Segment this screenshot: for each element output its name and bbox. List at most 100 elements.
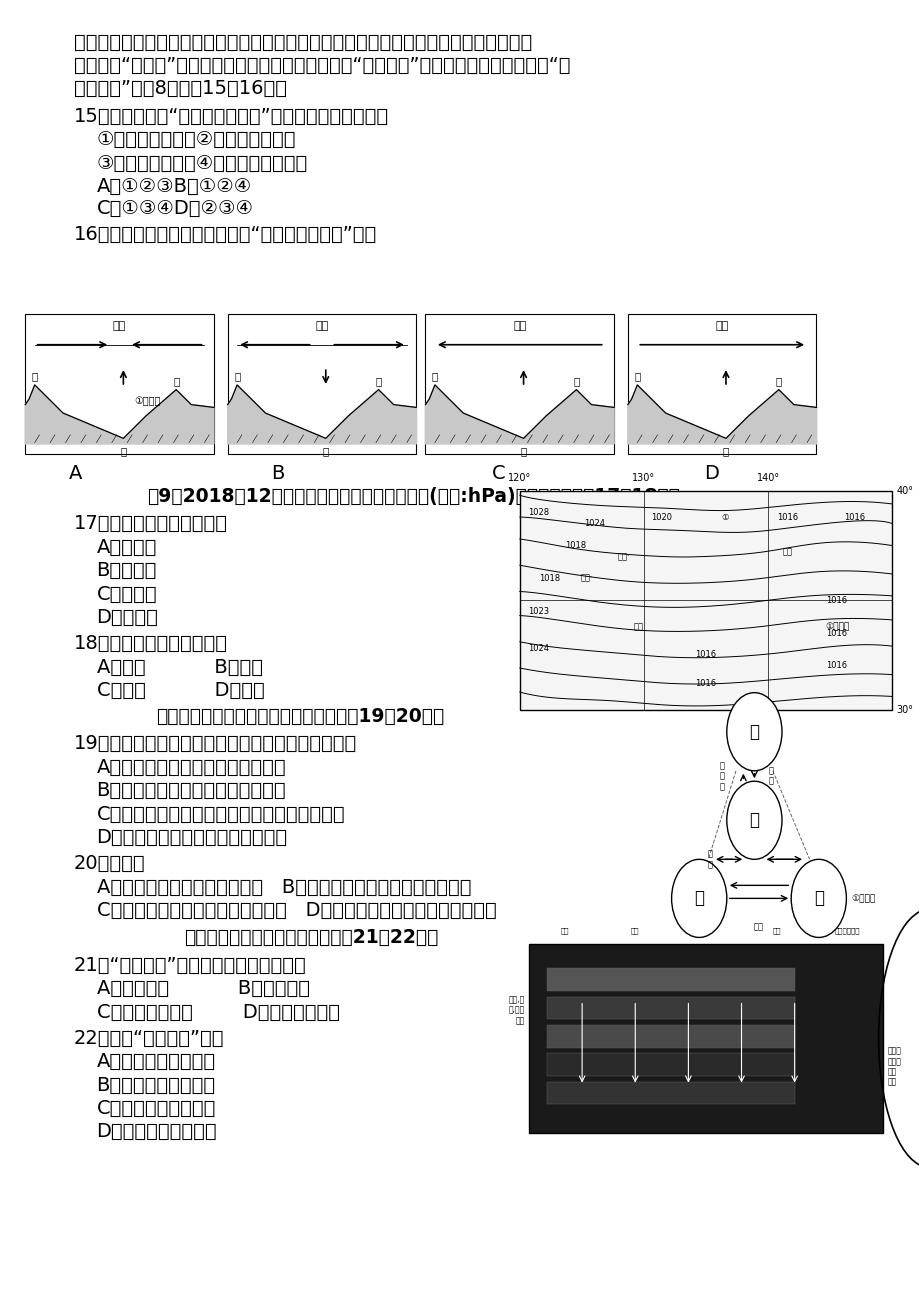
- Text: A: A: [69, 464, 83, 483]
- Text: 上海: 上海: [633, 622, 643, 631]
- Text: 山: 山: [431, 371, 437, 381]
- Text: 19．关于甲、乙、丙、丁代表的圈层，叙述正确的是: 19．关于甲、乙、丙、丁代表的圈层，叙述正确的是: [74, 734, 357, 754]
- Text: B．乙代表岩石圈，主要构成是岩石: B．乙代表岩石圈，主要构成是岩石: [96, 781, 286, 801]
- Polygon shape: [228, 385, 415, 444]
- Text: 径
流: 径 流: [707, 850, 712, 868]
- Text: 山: 山: [173, 376, 179, 385]
- Text: C: C: [492, 464, 505, 483]
- Text: 气流: 气流: [715, 320, 728, 331]
- Text: A．上海           B．青岛: A．上海 B．青岛: [96, 658, 262, 677]
- Bar: [26, 314, 213, 454]
- Bar: [546, 1025, 794, 1048]
- Text: A．东南风: A．东南风: [96, 538, 157, 557]
- Text: 甲: 甲: [749, 723, 758, 741]
- Text: 谷: 谷: [722, 447, 728, 457]
- Circle shape: [726, 781, 781, 859]
- Text: 下图为水循环联系四大圈层示意图。回畇19～20题。: 下图为水循环联系四大圈层示意图。回畇19～20题。: [156, 707, 444, 727]
- Bar: [546, 969, 794, 991]
- Text: 1018: 1018: [539, 574, 560, 583]
- Text: 1016: 1016: [825, 661, 846, 671]
- Text: 17．图中上海地区的风向是: 17．图中上海地区的风向是: [74, 514, 227, 534]
- Text: 石灰岩填充物: 石灰岩填充物: [834, 927, 859, 934]
- Text: 山: 山: [233, 371, 240, 381]
- Text: 1020: 1020: [650, 513, 671, 522]
- Text: 屋顶: 屋顶: [560, 927, 568, 934]
- Text: 15．下列描述与“巴山夜雨涨秋池”现象产生原因相关的有: 15．下列描述与“巴山夜雨涨秋池”现象产生原因相关的有: [74, 107, 389, 126]
- Text: 下渗,净
水,淡水
存储: 下渗,净 水,淡水 存储: [507, 995, 524, 1025]
- Text: D: D: [703, 464, 718, 483]
- Text: ①正确云: ①正确云: [824, 622, 848, 631]
- Text: 120°: 120°: [507, 473, 531, 483]
- Text: C．丙代表生物圈，主要有植物、动物和微生物: C．丙代表生物圈，主要有植物、动物和微生物: [96, 805, 345, 824]
- Text: 16．下列示意图中，能正确表示“巴山夜雨涨秋池”的是: 16．下列示意图中，能正确表示“巴山夜雨涨秋池”的是: [74, 225, 377, 245]
- Bar: [528, 944, 882, 1133]
- Text: 丙: 丙: [694, 889, 703, 907]
- Text: 山: 山: [633, 371, 640, 381]
- Text: 1016: 1016: [695, 678, 716, 687]
- Text: 图9为2018年12月某时亚洲局部地区海平面气压(单位:hPa)分布。读图回畇17～18题。: 图9为2018年12月某时亚洲局部地区海平面气压(单位:hPa)分布。读图回畇1…: [147, 487, 679, 506]
- Polygon shape: [627, 385, 816, 444]
- Text: 1028: 1028: [528, 508, 549, 517]
- Text: 绳地: 绳地: [701, 927, 709, 934]
- Text: 谷: 谷: [120, 447, 126, 457]
- Text: A．下渗减弱           B．蜗腾增强: A．下渗减弱 B．蜗腾增强: [96, 979, 310, 999]
- Text: 22．建设“海绵城市”可以: 22．建设“海绵城市”可以: [74, 1029, 224, 1048]
- Text: ①: ①: [720, 513, 728, 522]
- Text: 图夜雨画”（图8）回畇15～16题。: 图夜雨画”（图8）回畇15～16题。: [74, 79, 287, 99]
- Text: 如石笋的“夜雨石”，白天干燥，入夜后就湿润流水。“佛图夜雨”曾是巴渝十二景之一。读“佛: 如石笋的“夜雨石”，白天干燥，入夜后就湿润流水。“佛图夜雨”曾是巴渝十二景之一。…: [74, 56, 570, 76]
- Text: 1016: 1016: [777, 513, 798, 522]
- Text: 东京: 东京: [782, 548, 792, 556]
- Text: C．地表径流增强        D．地下径流减弱: C．地表径流增强 D．地下径流减弱: [96, 1003, 339, 1022]
- Bar: [546, 1053, 794, 1075]
- Circle shape: [671, 859, 726, 937]
- Text: 1023: 1023: [528, 607, 549, 616]
- Text: A．塑造了千姿百态的地表形态   B．使淡水资源取之不尽、用之不竭: A．塑造了千姿百态的地表形态 B．使淡水资源取之不尽、用之不竭: [96, 878, 471, 897]
- Text: ①秋季昼夜温差大②佛图关水汽充足: ①秋季昼夜温差大②佛图关水汽充足: [96, 130, 296, 150]
- Text: 防尘: 防尘: [630, 927, 639, 934]
- Polygon shape: [425, 385, 614, 444]
- Text: B．减弱城市防洪能力: B．减弱城市防洪能力: [96, 1075, 215, 1095]
- Text: 乙: 乙: [749, 811, 758, 829]
- Text: ①正确云: ①正确云: [850, 894, 874, 902]
- Text: C．减轻城市交通压力: C．减轻城市交通压力: [96, 1099, 216, 1118]
- Text: C．使全球水资源空间分布趋于平衡   D．为人类提供了最主要的能量来源: C．使全球水资源空间分布趋于平衡 D．为人类提供了最主要的能量来源: [96, 901, 496, 921]
- Text: 1018: 1018: [564, 542, 585, 549]
- Bar: [546, 1082, 794, 1104]
- Text: 气流: 气流: [315, 320, 328, 331]
- Text: 1016: 1016: [825, 629, 846, 638]
- Text: 降
水: 降 水: [767, 767, 773, 785]
- Text: A．消除城市环境污染: A．消除城市环境污染: [96, 1052, 215, 1072]
- Text: 山: 山: [375, 376, 381, 385]
- Text: 湿地: 湿地: [772, 927, 780, 934]
- Text: 径流: 径流: [754, 923, 763, 931]
- Bar: [546, 997, 794, 1019]
- Bar: [627, 314, 816, 454]
- Bar: [425, 314, 614, 454]
- Text: A．甲代表大气圈，主要成分是氧气: A．甲代表大气圈，主要成分是氧气: [96, 758, 286, 777]
- Text: 北京·: 北京·: [580, 574, 593, 583]
- Text: 气流: 气流: [513, 320, 526, 331]
- Text: 山: 山: [775, 376, 781, 385]
- Text: 谷: 谷: [520, 447, 526, 457]
- Text: 1024: 1024: [584, 519, 604, 529]
- Text: 20．水循环: 20．水循环: [74, 854, 145, 874]
- Text: 18．下列地区风力最大的是: 18．下列地区风力最大的是: [74, 634, 227, 654]
- Text: 山: 山: [31, 371, 38, 381]
- Text: 140°: 140°: [755, 473, 779, 483]
- Text: 丁: 丁: [813, 889, 823, 907]
- Text: C．①③④D．②③④: C．①③④D．②③④: [96, 199, 254, 219]
- Text: 130°: 130°: [631, 473, 655, 483]
- Text: C．北京           D．东京: C．北京 D．东京: [96, 681, 264, 700]
- Text: 图关。佛图关地势高险，两侧环水，三面绝崖，明代建有夜雨寺，相传佛图关上曾有块状: 图关。佛图关地势高险，两侧环水，三面绝崖，明代建有夜雨寺，相传佛图关上曾有块状: [74, 33, 531, 52]
- Text: 1016: 1016: [825, 596, 846, 604]
- Text: ③佛图关有夜雨石④夜间盛行上升气流: ③佛图关有夜雨石④夜间盛行上升气流: [96, 154, 308, 173]
- Text: 21．“海绵城市”建设对水循环环节影响有: 21．“海绵城市”建设对水循环环节影响有: [74, 956, 306, 975]
- Bar: [519, 491, 891, 710]
- Circle shape: [790, 859, 845, 937]
- Text: 山: 山: [573, 376, 579, 385]
- Text: 右图为海绵城市示意图。读图回畇21～22题。: 右图为海绵城市示意图。读图回畇21～22题。: [184, 928, 437, 948]
- Text: D．西北风: D．西北风: [96, 608, 158, 628]
- Text: D．减轻城市热岛效应: D．减轻城市热岛效应: [96, 1122, 217, 1142]
- Text: 1016: 1016: [695, 651, 716, 659]
- Text: 蓄水池
用作浇
灌和
冲洗: 蓄水池 用作浇 灌和 冲洗: [887, 1047, 901, 1087]
